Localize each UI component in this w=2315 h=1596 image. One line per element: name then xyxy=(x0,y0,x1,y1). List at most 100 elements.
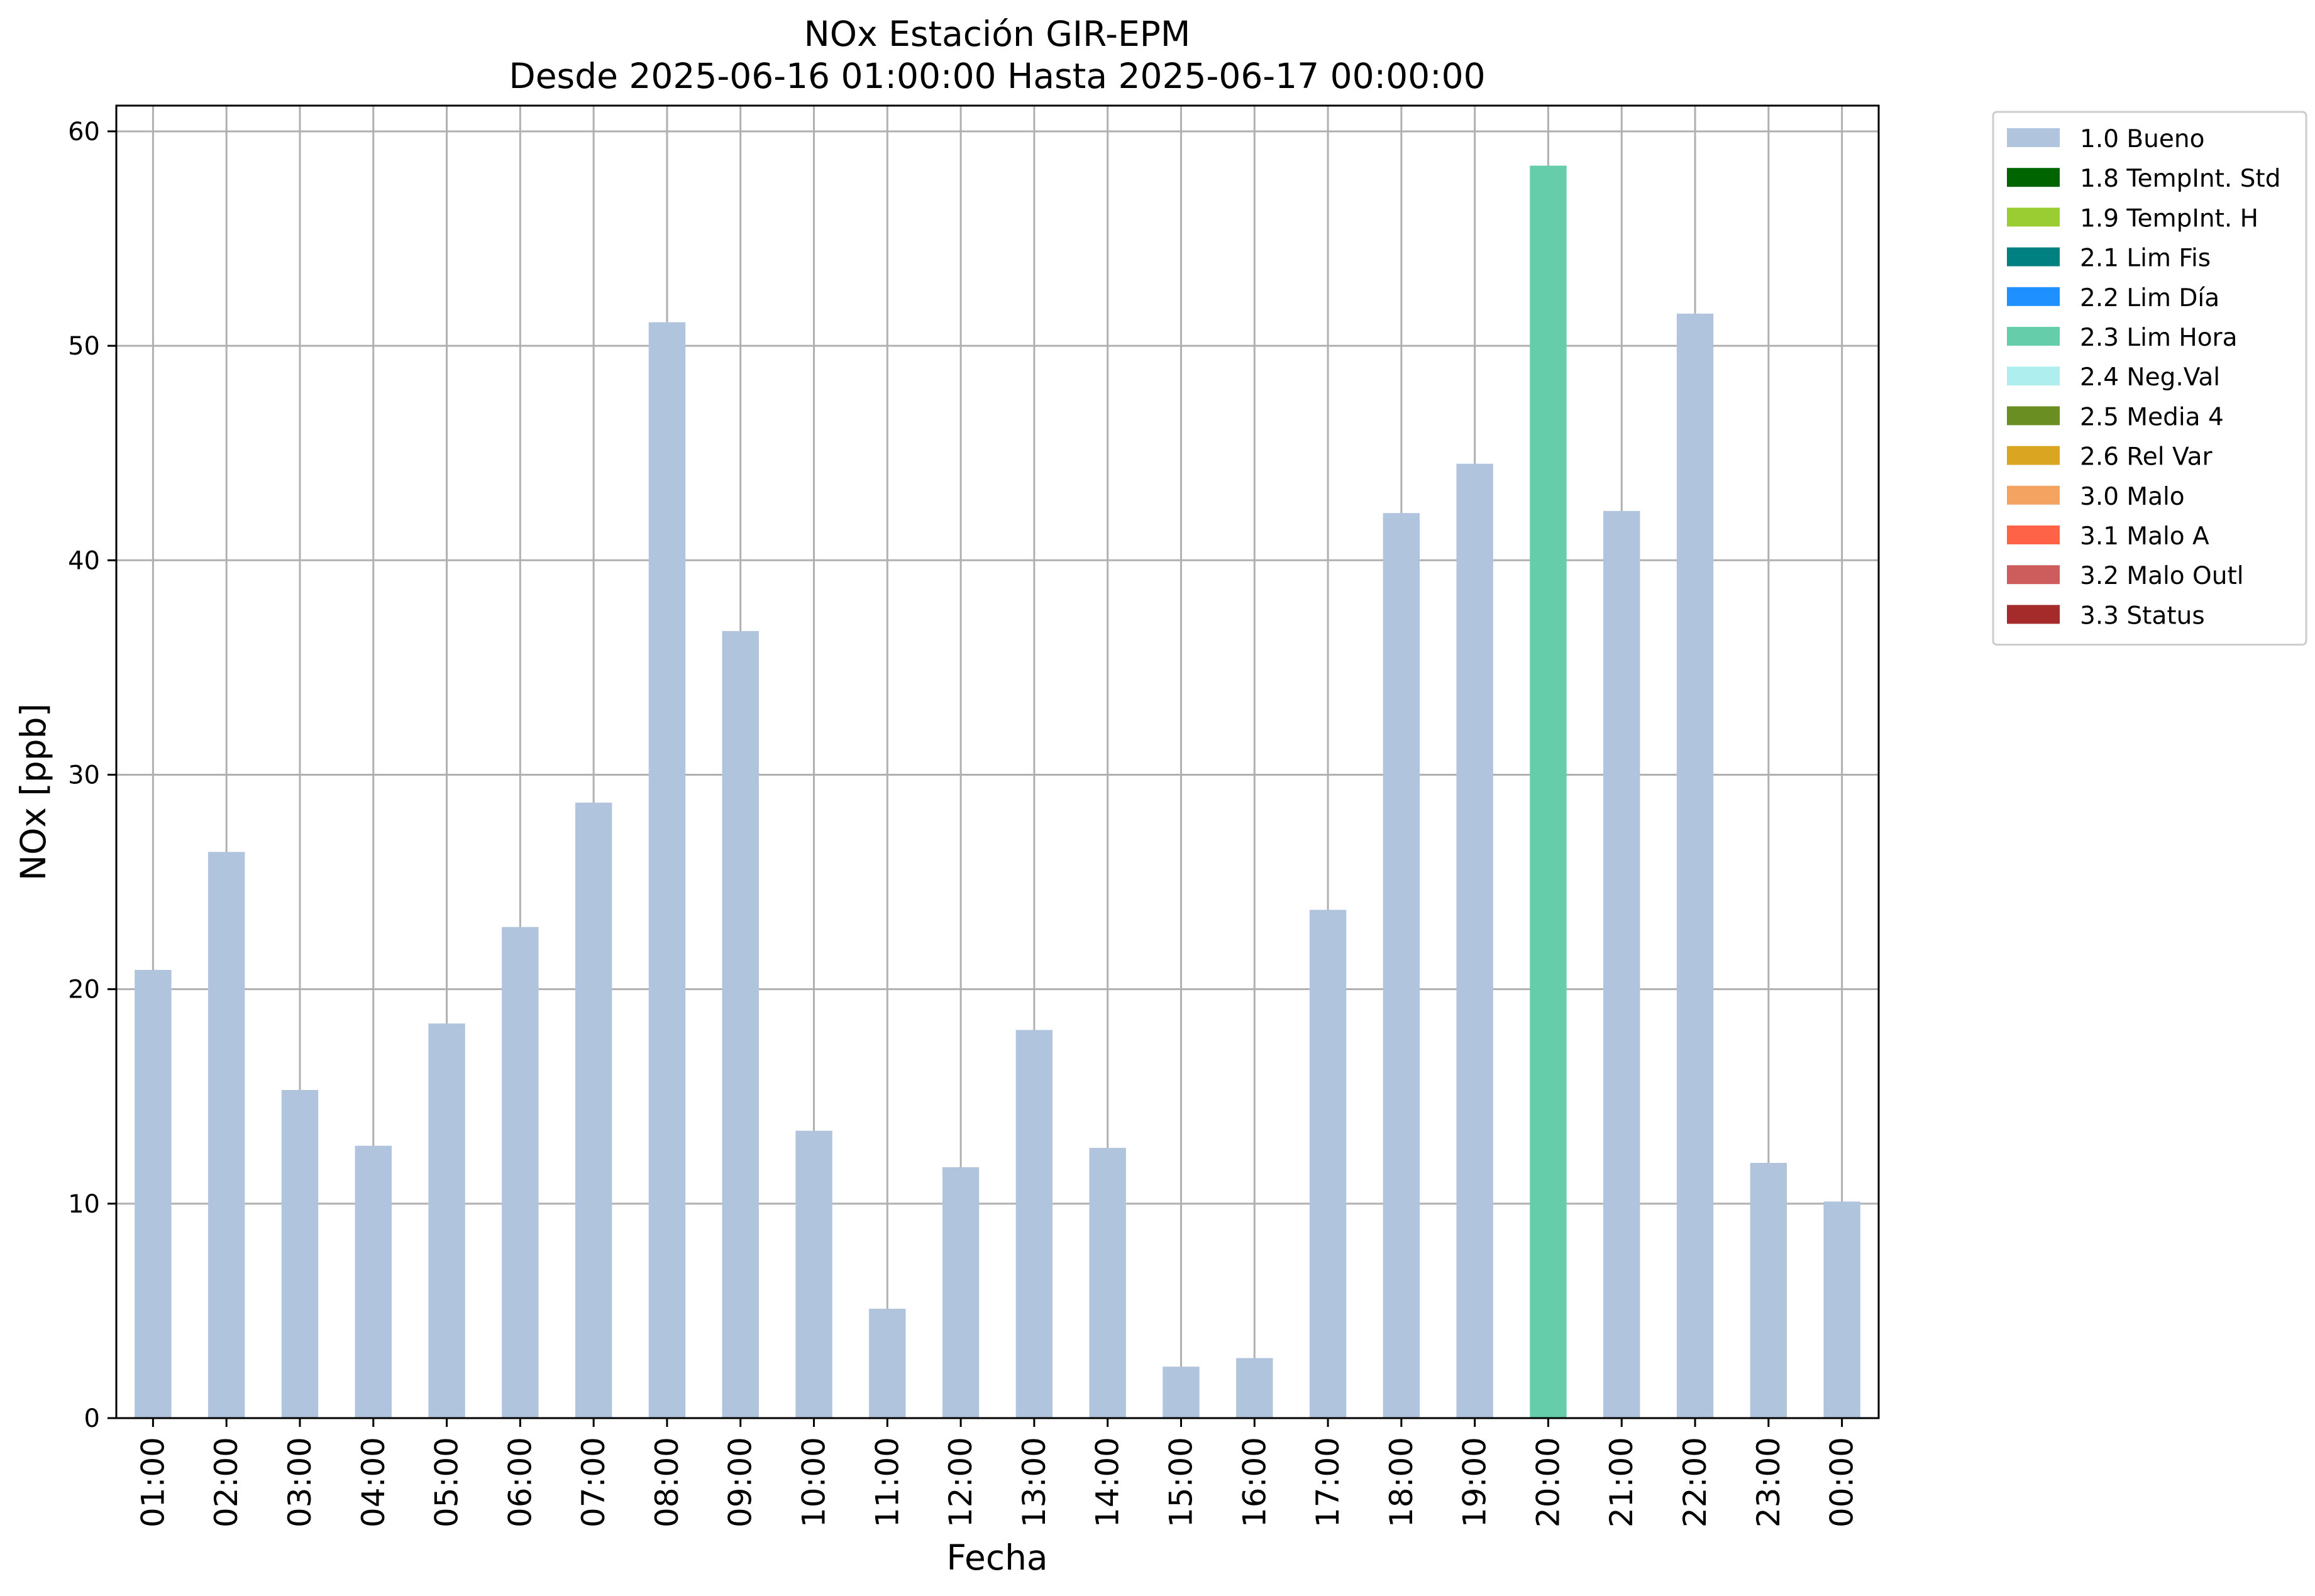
legend-swatch xyxy=(2007,247,2060,267)
x-tick-label: 08:00 xyxy=(649,1437,685,1527)
legend-item: 3.0 Malo xyxy=(2007,483,2185,511)
legend-swatch xyxy=(2007,526,2060,544)
bar-0600 xyxy=(502,927,539,1418)
legend-label: 2.3 Lim Hora xyxy=(2080,324,2238,352)
legend-swatch xyxy=(2007,485,2060,505)
x-tick-label: 04:00 xyxy=(355,1437,392,1527)
legend-item: 1.0 Bueno xyxy=(2007,125,2204,153)
legend-label: 2.2 Lim Día xyxy=(2080,284,2219,312)
legend-item: 2.4 Neg.Val xyxy=(2007,363,2220,392)
bar-1900 xyxy=(1456,463,1493,1419)
legend-swatch xyxy=(2007,207,2060,227)
bar-2100 xyxy=(1603,510,1640,1419)
legend-item: 1.9 TempInt. H xyxy=(2007,204,2258,233)
legend-label: 3.3 Status xyxy=(2080,602,2205,630)
bar-0200 xyxy=(207,852,245,1418)
x-tick-label: 17:00 xyxy=(1310,1437,1346,1527)
x-tick-label: 00:00 xyxy=(1824,1437,1860,1527)
bar-1700 xyxy=(1309,910,1347,1418)
chart-subtitle: Desde 2025-06-16 01:00:00 Hasta 2025-06-… xyxy=(509,56,1485,96)
x-tick-label: 19:00 xyxy=(1457,1437,1493,1527)
x-tick-label: 16:00 xyxy=(1236,1437,1273,1527)
legend-box xyxy=(1992,111,2307,646)
bar-1100 xyxy=(869,1309,906,1418)
legend-item: 2.3 Lim Hora xyxy=(2007,324,2238,352)
bar-1600 xyxy=(1236,1358,1273,1418)
bar-0500 xyxy=(428,1023,465,1418)
legend-swatch xyxy=(2007,287,2060,306)
legend-item: 2.2 Lim Día xyxy=(2007,284,2219,312)
legend-item: 1.8 TempInt. Std xyxy=(2007,165,2280,193)
y-axis: 0 10 20 30 40 50 60 xyxy=(68,118,116,1433)
y-tick-label: 0 xyxy=(84,1404,100,1433)
legend-item: 3.3 Status xyxy=(2007,602,2205,630)
legend-label: 1.8 TempInt. Std xyxy=(2080,165,2280,193)
legend-item: 2.6 Rel Var xyxy=(2007,443,2213,471)
y-axis-label: NOx [ppb] xyxy=(13,703,53,881)
legend-swatch xyxy=(2007,565,2060,585)
x-tick-label: 05:00 xyxy=(429,1437,465,1527)
bar-0000 xyxy=(1823,1201,1860,1418)
x-tick-label: 01:00 xyxy=(135,1437,171,1527)
x-tick-label: 14:00 xyxy=(1090,1437,1126,1527)
y-tick-label: 60 xyxy=(68,118,100,146)
bar-2000 xyxy=(1530,165,1567,1418)
bar-0100 xyxy=(135,969,172,1418)
x-tick-label: 06:00 xyxy=(502,1437,538,1527)
legend-swatch xyxy=(2007,327,2060,346)
legend-swatch xyxy=(2007,605,2060,624)
bar-2300 xyxy=(1750,1163,1787,1418)
legend-swatch xyxy=(2007,446,2060,465)
x-tick-label: 13:00 xyxy=(1016,1437,1053,1527)
x-tick-label: 03:00 xyxy=(282,1437,318,1527)
legend-label: 2.6 Rel Var xyxy=(2080,443,2213,471)
plot-area-frame xyxy=(115,104,1880,1419)
bar-0700 xyxy=(575,802,612,1418)
chart-title: NOx Estación GIR-EPM xyxy=(804,14,1191,54)
x-axis-label: Fecha xyxy=(946,1538,1047,1578)
legend-label: 1.9 TempInt. H xyxy=(2080,204,2258,233)
legend-label: 3.1 Malo A xyxy=(2080,522,2209,551)
x-tick-label: 07:00 xyxy=(575,1437,612,1527)
bar-1800 xyxy=(1383,513,1420,1418)
legend-label: 1.0 Bueno xyxy=(2080,125,2204,153)
legend-label: 3.0 Malo xyxy=(2080,483,2185,511)
legend-item: 3.1 Malo A xyxy=(2007,522,2209,551)
legend-item: 2.5 Media 4 xyxy=(2007,403,2224,431)
legend-swatch xyxy=(2007,366,2060,386)
x-tick-label: 09:00 xyxy=(722,1437,759,1527)
x-axis: 01:00 02:00 03:00 04:00 05:00 06:00 07:00 08:00… xyxy=(135,1418,1860,1527)
x-tick-label: 18:00 xyxy=(1383,1437,1420,1527)
bar-0400 xyxy=(355,1145,392,1418)
x-tick-label: 15:00 xyxy=(1163,1437,1199,1527)
legend: 1.0 Bueno 1.8 TempInt. Std 1.9 TempInt. H 2… xyxy=(1992,111,2307,646)
bar-0800 xyxy=(648,322,686,1418)
legend-label: 2.4 Neg.Val xyxy=(2080,363,2220,392)
legend-swatch xyxy=(2007,128,2060,147)
x-tick-label: 22:00 xyxy=(1677,1437,1713,1527)
x-tick-label: 20:00 xyxy=(1530,1437,1566,1527)
legend-swatch xyxy=(2007,168,2060,187)
bar-1500 xyxy=(1163,1367,1200,1418)
bars xyxy=(135,165,1860,1419)
x-tick-label: 21:00 xyxy=(1603,1437,1640,1527)
x-tick-label: 11:00 xyxy=(869,1437,905,1527)
y-tick-label: 20 xyxy=(68,976,100,1004)
x-tick-label: 12:00 xyxy=(942,1437,979,1527)
y-tick-label: 40 xyxy=(68,546,100,575)
x-tick-label: 02:00 xyxy=(208,1437,245,1527)
legend-item: 2.1 Lim Fis xyxy=(2007,245,2211,273)
y-tick-label: 30 xyxy=(68,761,100,790)
y-tick-label: 50 xyxy=(68,332,100,361)
bar-2200 xyxy=(1676,313,1714,1418)
bar-1400 xyxy=(1089,1148,1126,1418)
legend-item: 3.2 Malo Outl xyxy=(2007,562,2244,590)
legend-swatch xyxy=(2007,406,2060,426)
legend-label: 3.2 Malo Outl xyxy=(2080,562,2244,590)
bar-1200 xyxy=(942,1167,980,1418)
legend-label: 2.5 Media 4 xyxy=(2080,403,2224,431)
bar-1300 xyxy=(1015,1030,1053,1418)
